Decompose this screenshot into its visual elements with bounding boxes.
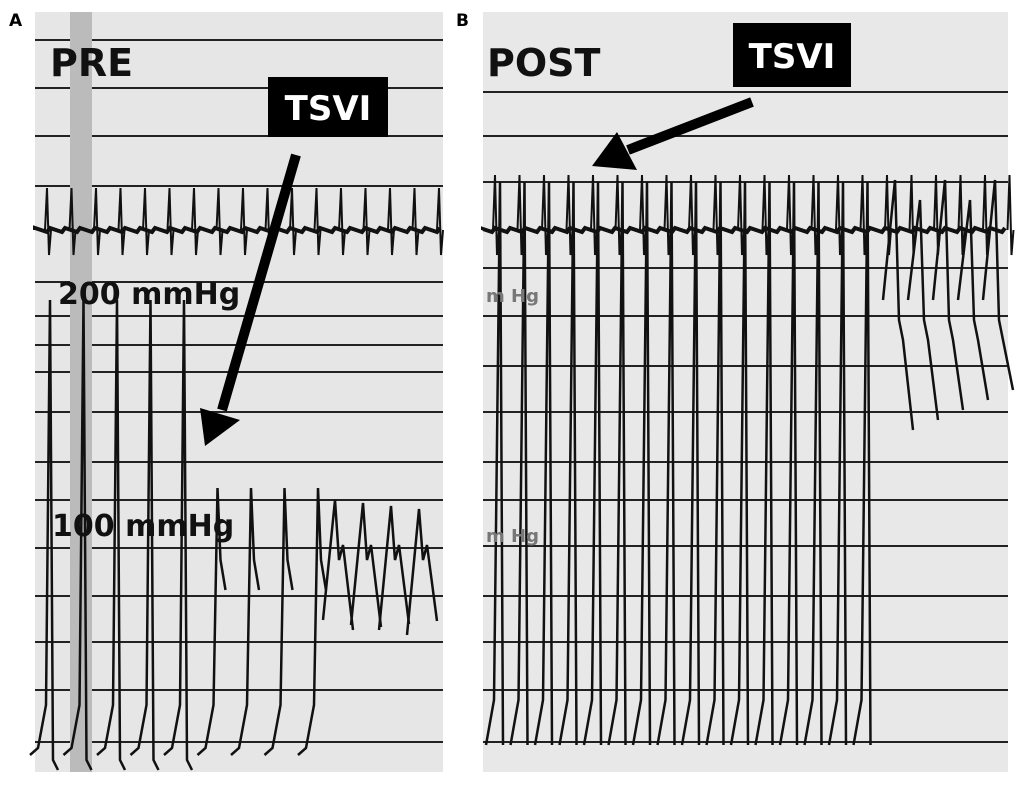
panel-a-paper <box>35 12 443 772</box>
pressure-trace <box>852 181 872 746</box>
pressure-trace <box>62 299 93 771</box>
ecg-spike <box>786 174 794 256</box>
pressure-trace <box>196 487 227 756</box>
pressure-trace <box>129 299 160 771</box>
pressure-trace <box>405 508 439 636</box>
scale-label: 100 mmHg <box>52 509 234 544</box>
ecg-spike <box>166 187 175 256</box>
ecg-spike <box>362 187 371 256</box>
ecg-spike <box>1006 174 1015 256</box>
pressure-trace <box>29 299 60 771</box>
ecg-spike <box>565 174 574 256</box>
annotation-box <box>268 77 388 137</box>
ecg-spike <box>313 187 322 256</box>
arrowhead <box>592 132 637 170</box>
pressure-trace <box>803 181 823 746</box>
ecg-spike <box>859 174 868 256</box>
scale-label: m Hg <box>486 286 539 307</box>
ecg-spike <box>93 187 101 256</box>
panel-label: PRE <box>50 41 133 85</box>
ecg-spike <box>712 174 721 256</box>
pressure-trace <box>484 181 505 746</box>
pressure-trace <box>754 181 774 746</box>
pressure-trace <box>931 179 965 411</box>
ecg-spike <box>387 187 395 256</box>
ecg-spike <box>663 174 672 256</box>
ecg-spike <box>117 187 126 256</box>
panel-letter: B <box>456 11 469 31</box>
pressure-trace <box>582 181 603 746</box>
pressure-trace <box>377 505 411 631</box>
arrowhead <box>200 408 240 446</box>
scale-label: 200 mmHg <box>58 277 240 312</box>
ecg-spike <box>289 187 297 256</box>
ecg-spike <box>411 187 420 256</box>
panel-label: POST <box>487 41 601 85</box>
ecg-spike <box>240 187 248 256</box>
ecg-spike <box>737 174 745 256</box>
ecg-spike <box>688 174 696 256</box>
ecg-spike <box>142 187 150 256</box>
pressure-trace <box>656 181 676 746</box>
ecg-spike <box>810 174 819 256</box>
pressure-trace <box>533 181 554 746</box>
pressure-trace <box>680 181 701 746</box>
ecg-spike <box>436 187 444 256</box>
panel-letter: A <box>9 11 23 31</box>
ecg-spike <box>44 187 52 256</box>
ecg-spike <box>835 174 843 256</box>
pressure-trace <box>705 181 725 746</box>
pressure-trace <box>906 199 940 421</box>
ecg-spike <box>492 174 500 256</box>
pressure-trace <box>297 487 328 756</box>
annotation: TSVI <box>285 89 372 129</box>
pressure-trace <box>96 299 127 771</box>
pressure-trace <box>981 179 1015 391</box>
ecg-spike <box>957 174 966 256</box>
pressure-trace <box>607 181 627 746</box>
ecg-spike <box>639 174 647 256</box>
pressure-trace <box>881 179 915 431</box>
pressure-trace <box>956 199 990 401</box>
annotation: TSVI <box>749 37 836 77</box>
pressure-trace <box>778 181 799 746</box>
ecg-spike <box>338 187 346 256</box>
arrow <box>626 97 754 155</box>
pressure-trace <box>827 181 848 746</box>
ecg-spike <box>68 187 77 256</box>
pressure-trace <box>558 181 578 746</box>
pressure-trace <box>321 499 355 631</box>
pressure-trace <box>230 487 261 756</box>
ecg-spike <box>614 174 623 256</box>
ecg-spike <box>541 174 549 256</box>
ecg-spike <box>191 187 199 256</box>
ecg-trace <box>33 225 442 235</box>
ecg-spike <box>516 174 525 256</box>
ecg-spike <box>761 174 770 256</box>
pressure-trace <box>631 181 652 746</box>
pressure-trace <box>729 181 750 746</box>
pressure-trace <box>509 181 529 746</box>
arrow <box>217 153 301 412</box>
pressure-trace <box>263 487 294 756</box>
scale-label: m Hg <box>486 526 539 547</box>
annotation-box <box>733 23 851 87</box>
pressure-trace <box>349 502 383 628</box>
ecg-spike <box>215 187 224 256</box>
ecg-spike <box>590 174 598 256</box>
pressure-trace <box>163 299 194 771</box>
